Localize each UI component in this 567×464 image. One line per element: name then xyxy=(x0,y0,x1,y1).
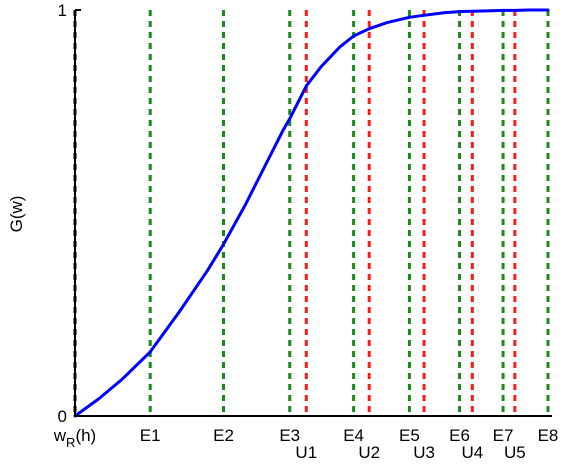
y-tick-label-1: 1 xyxy=(58,1,67,20)
y-axis-label: G(w) xyxy=(7,196,26,233)
axes xyxy=(74,9,552,417)
x-tick-label-e1: E1 xyxy=(140,426,161,445)
series-curve-0 xyxy=(73,8,550,418)
x-tick-label-u3: U3 xyxy=(413,443,435,462)
x-tick-label-e8: E8 xyxy=(538,426,559,445)
x-tick-label-e7: E7 xyxy=(493,426,514,445)
x-tick-label-u2: U2 xyxy=(358,443,380,462)
curve-layer xyxy=(73,8,550,418)
x-tick-label-u4: U4 xyxy=(461,443,483,462)
vertical-marker-lines xyxy=(73,10,550,416)
x-tick-label-e3: E3 xyxy=(279,426,300,445)
x-tick-label-e4: E4 xyxy=(343,426,364,445)
x-tick-label-e2: E2 xyxy=(213,426,234,445)
x-tick-label-wrh: wR(h) xyxy=(53,426,96,450)
x-tick-label-u5: U5 xyxy=(504,443,526,462)
x-tick-label-e6: E6 xyxy=(449,426,470,445)
x-tick-label-e5: E5 xyxy=(399,426,420,445)
y-tick-label-0: 0 xyxy=(58,407,67,426)
x-tick-label-u1: U1 xyxy=(295,443,317,462)
